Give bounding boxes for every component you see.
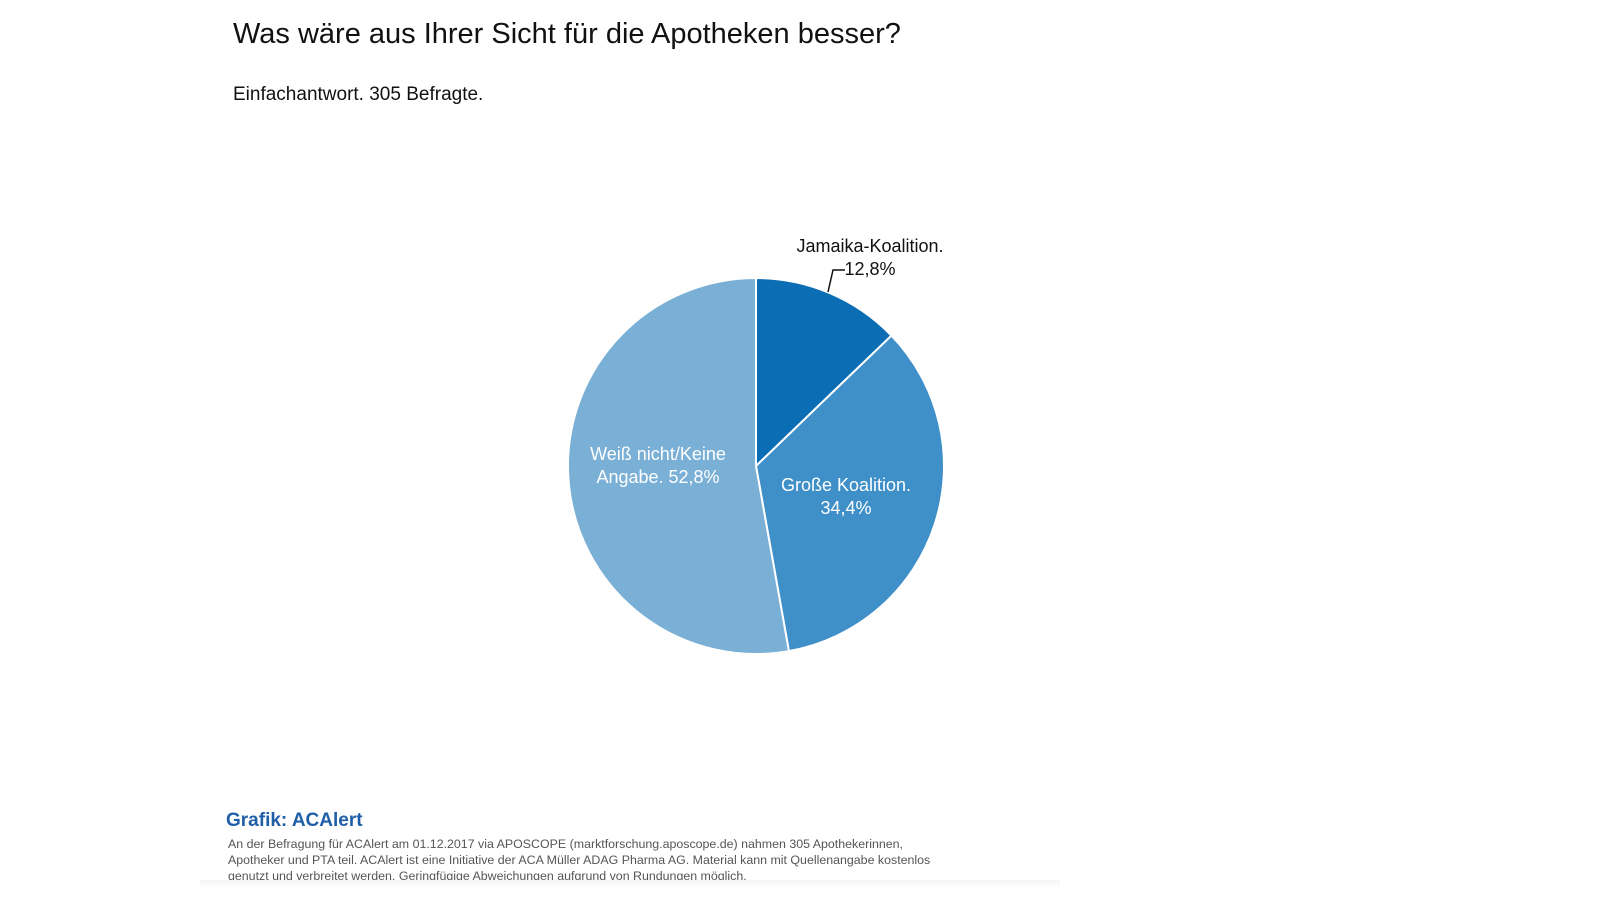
methodology-note: An der Befragung für ACAlert am 01.12.20… bbox=[228, 837, 931, 883]
source-credit: Grafik: ACAlert bbox=[226, 810, 363, 831]
chart-subtitle: Einfachantwort. 305 Befragte. bbox=[233, 84, 484, 105]
pie-slice-2 bbox=[567, 276, 791, 655]
pie-slice-0 bbox=[755, 276, 893, 469]
pie-slice-1 bbox=[754, 334, 945, 653]
slice-label-jamaika-value: 12,8% bbox=[844, 259, 895, 279]
chart-title: Was wäre aus Ihrer Sicht für die Apothek… bbox=[233, 18, 901, 50]
slice-label-weiss-nicht-name: Weiß nicht/Keine bbox=[590, 444, 726, 464]
slice-label-grosse-koalition-name: Große Koalition. bbox=[781, 475, 911, 495]
slice-label-jamaika-name: Jamaika-Koalition. bbox=[796, 236, 943, 256]
footer-divider bbox=[200, 880, 1060, 888]
slice-label-weiss-nicht-value: Angabe. 52,8% bbox=[596, 467, 719, 487]
jamaika-leader-line bbox=[827, 269, 845, 293]
pie-slices bbox=[567, 276, 945, 655]
slice-label-grosse-koalition-value: 34,4% bbox=[820, 498, 871, 518]
